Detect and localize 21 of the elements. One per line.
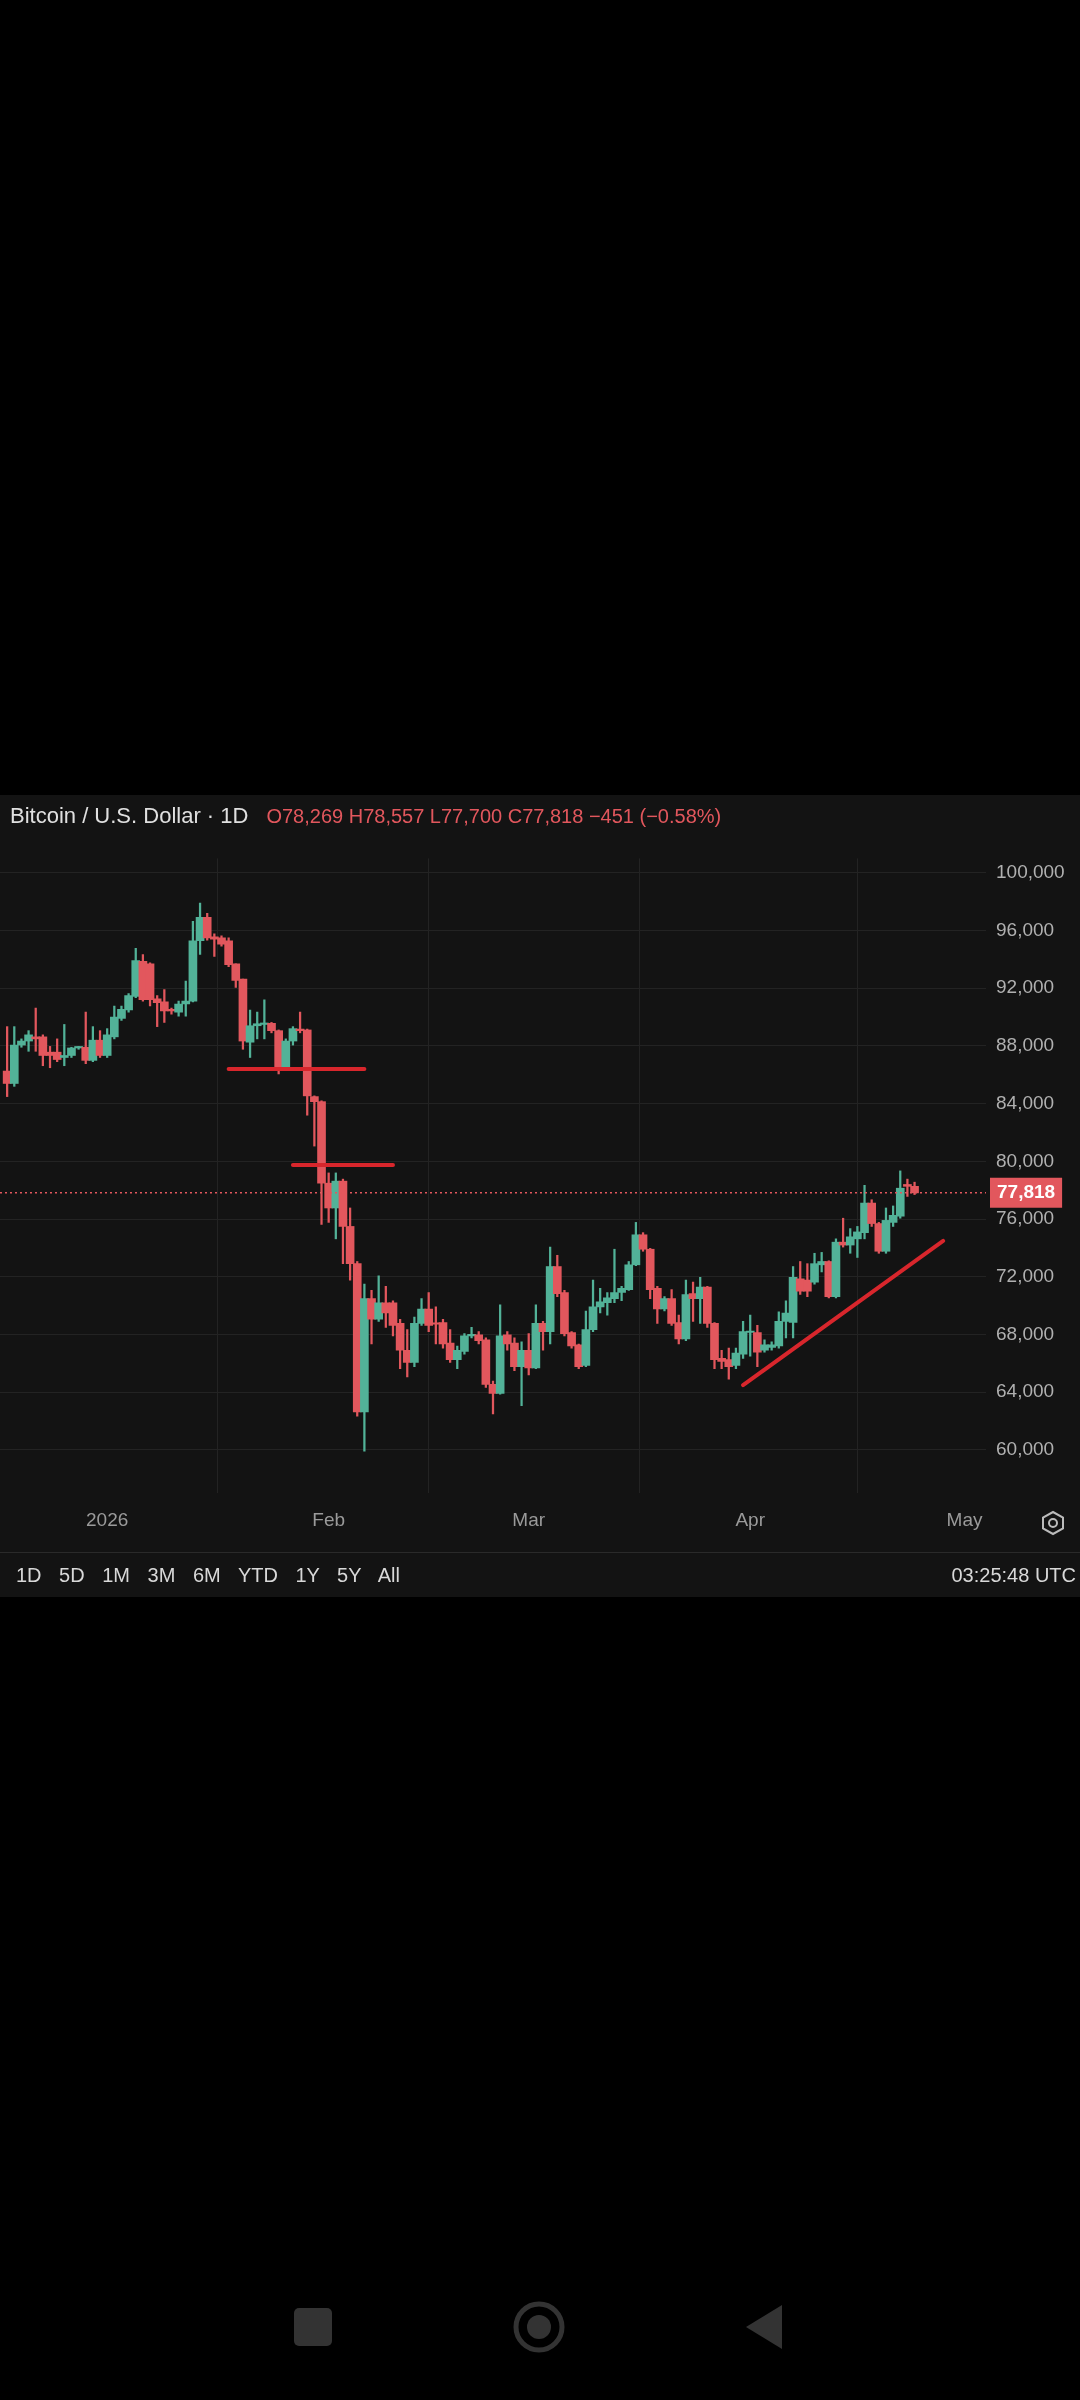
y-tick-label: 88,000 (996, 1034, 1055, 1056)
y-tick-label: 84,000 (996, 1091, 1055, 1113)
y-tick-label: 76,000 (996, 1207, 1055, 1229)
x-tick-label: Apr (735, 1508, 766, 1530)
chart-title: Bitcoin / U.S. Dollar · 1D (10, 803, 249, 829)
x-tick-label: Mar (512, 1508, 546, 1530)
y-tick-label: 96,000 (996, 918, 1055, 940)
x-tick-label: 2026 (86, 1508, 129, 1530)
x-tick-label: May (946, 1508, 984, 1530)
chart-subtitle: O78,269 H78,557 L77,700 C77,818 −451 (−0.58%) (266, 804, 722, 828)
text: 1D 5D 1M 3M 6M YTD 1Y 5Y All (16, 1563, 400, 1587)
ref-line-label: 77,818 (997, 1181, 1056, 1203)
x-tick-label: Feb (312, 1508, 346, 1530)
y-tick-label: 100,000 (996, 861, 1065, 883)
y-tick-label: 68,000 (996, 1322, 1055, 1344)
text: 03:25:48 UTC (951, 1563, 1077, 1587)
y-tick-label: 92,000 (996, 976, 1055, 998)
y-tick-label: 72,000 (996, 1265, 1055, 1287)
y-tick-label: 60,000 (996, 1438, 1055, 1460)
y-tick-label: 80,000 (996, 1149, 1055, 1171)
y-tick-label: 64,000 (996, 1380, 1055, 1402)
